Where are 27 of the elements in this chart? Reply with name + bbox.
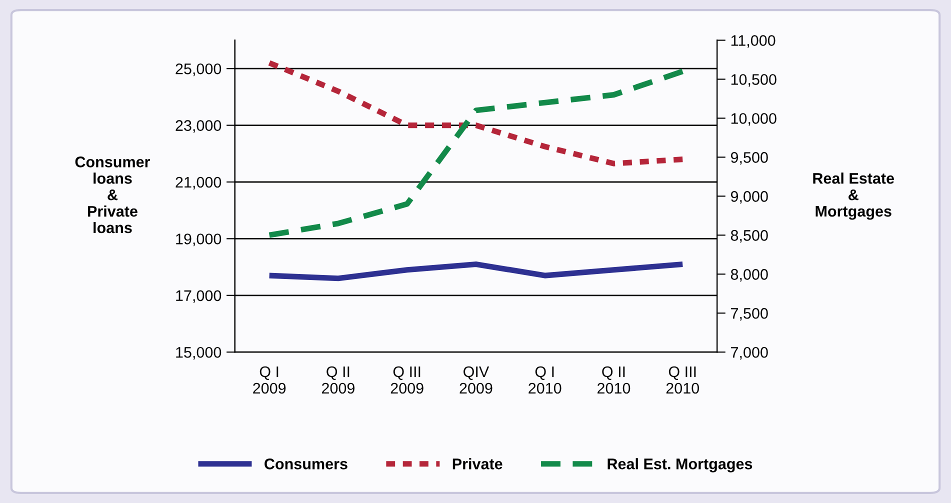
y2-axis-title: Real Estate & Mortgages [813, 172, 894, 220]
x-tick-label: Q I 2010 [528, 366, 562, 394]
legend-label: Consumers [264, 458, 348, 470]
y2-tick-label: 7,500 [731, 308, 768, 321]
x-tick-label: Q II 2010 [598, 366, 630, 394]
y2-tick-label: 7,000 [731, 346, 768, 360]
x-tick-label: Q III 2009 [390, 366, 424, 394]
y-tick-label: 17,000 [176, 290, 222, 303]
y2-tick-label: 10,000 [731, 113, 776, 126]
y2-tick-label: 11,000 [731, 35, 776, 48]
x-tick-label: QIV 2009 [460, 366, 492, 394]
y2-tick-label: 8,000 [730, 269, 768, 282]
y-tick-label: 15,000 [176, 346, 222, 360]
y2-tick-label: 8,500 [730, 230, 768, 243]
x-tick-label: Q II 2009 [322, 366, 354, 394]
y-axis-title: Consumer loans & Private loans [75, 156, 150, 234]
y2-tick-label: 9,000 [730, 191, 768, 204]
x-tick-label: Q I 2009 [253, 366, 286, 394]
y-tick-label: 25,000 [176, 63, 222, 76]
legend-label: Private [452, 458, 502, 470]
y-tick-label: 21,000 [176, 176, 222, 190]
y2-tick-label: 9,500 [730, 152, 768, 165]
y-tick-label: 23,000 [176, 120, 222, 133]
x-tick-label: Q III 2010 [666, 366, 700, 394]
y2-tick-label: 10,500 [731, 74, 776, 87]
legend-label: Real Est. Mortgages [608, 458, 752, 472]
y-tick-label: 19,000 [176, 234, 222, 246]
